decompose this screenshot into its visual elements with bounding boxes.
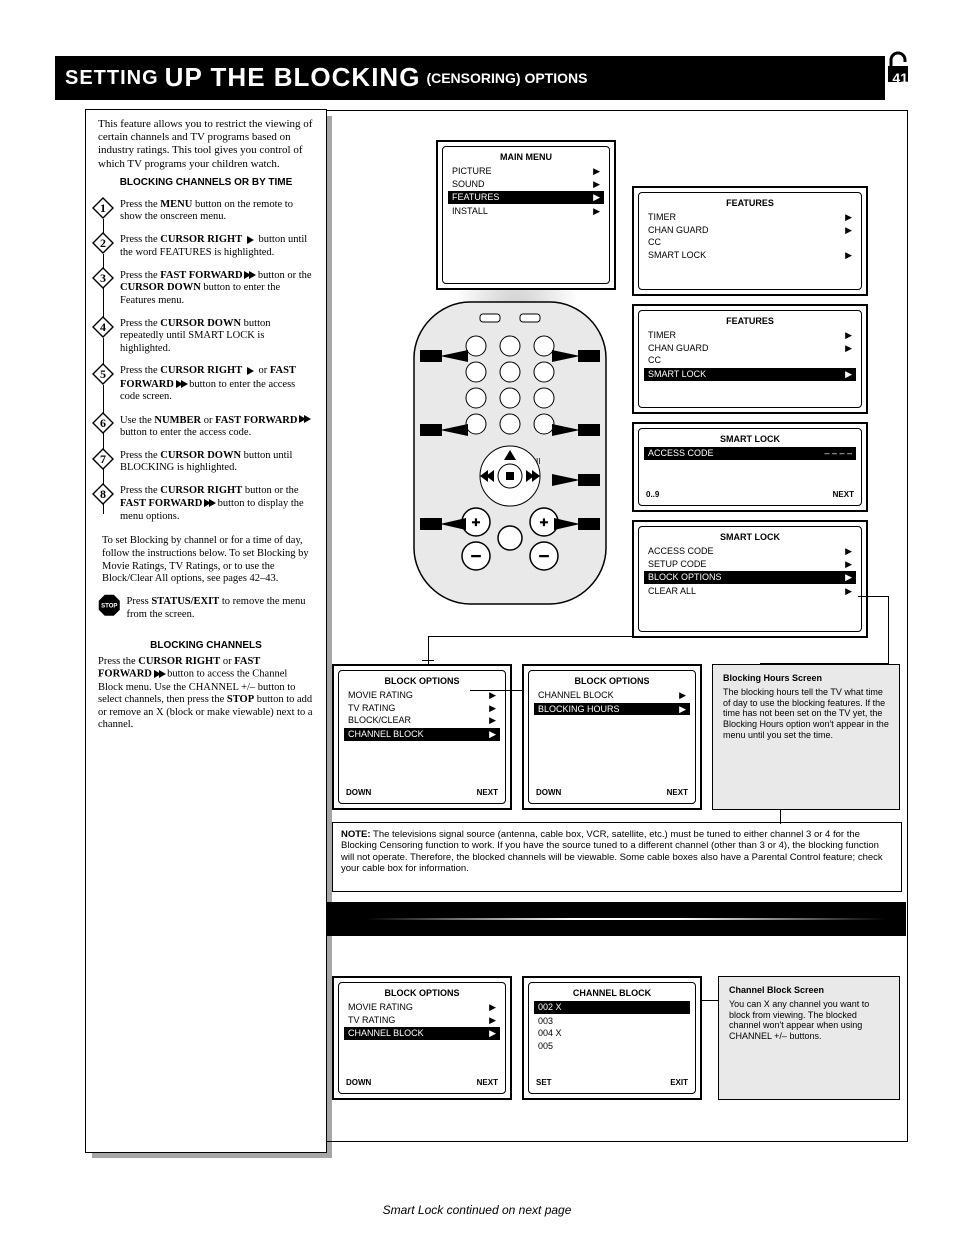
intro-text: This feature allows you to restrict the … — [98, 118, 314, 171]
screen-features-1: FEATURESTIMER▶CHAN GUARD▶CCSMART LOCK▶ — [632, 186, 868, 296]
svg-text:II: II — [536, 457, 540, 466]
connector-line — [702, 1000, 718, 1001]
connector-arrowhead — [422, 660, 434, 661]
steps-list: 1Press the MENU button on the remote to … — [120, 199, 314, 524]
title-large: UP THE BLOCKING — [165, 62, 421, 93]
connector-line — [760, 663, 888, 664]
step-1: 1Press the MENU button on the remote to … — [120, 199, 314, 224]
step-diamond: 7 — [92, 448, 114, 470]
stop-icon: STOP — [98, 594, 121, 624]
page-number: 41 — [892, 70, 908, 87]
title-bar: SETTING UP THE BLOCKING (CENSORING) OPTI… — [55, 56, 885, 100]
channel-block-body: Press the CURSOR RIGHT or FAST FORWARD b… — [98, 656, 314, 732]
connector-line — [888, 596, 889, 664]
connector-line — [858, 596, 888, 597]
svg-text:–: – — [471, 547, 481, 564]
screen-channel-block: CHANNEL BLOCK002 X003004 X005SETEXIT — [522, 976, 702, 1100]
connector-line — [428, 636, 429, 666]
title-sub: (CENSORING) OPTIONS — [426, 70, 587, 87]
channel-block-panel-title: Channel Block Screen — [729, 985, 889, 996]
channel-block-panel-body: You can X any channel you want to block … — [729, 999, 889, 1042]
remote-control-illustration: II + + – – — [410, 300, 610, 610]
step-diamond: 8 — [92, 483, 114, 505]
blocking-hours-body: The blocking hours tell the TV what time… — [723, 687, 889, 741]
title-small: SETTING — [65, 66, 159, 90]
instructions-column: This feature allows you to restrict the … — [86, 110, 326, 1152]
connector-line — [428, 636, 728, 637]
note-box: NOTE: The televisions signal source (ant… — [332, 822, 902, 892]
svg-text:–: – — [539, 547, 549, 564]
screen-access-code: SMART LOCKACCESS CODE– – – –0..9NEXT — [632, 422, 868, 512]
step-diamond: 2 — [92, 232, 114, 254]
step-5: 5Press the CURSOR RIGHT or FAST FORWARD … — [120, 365, 314, 403]
footer: Smart Lock continued on next page — [0, 1203, 954, 1217]
screen-block-options-bottom: BLOCK OPTIONS MOVIE RATING▶ TV RATING▶ C… — [332, 976, 512, 1100]
separator-bar — [326, 902, 906, 936]
step-6: 6Use the NUMBER or FAST FORWARD button t… — [120, 414, 314, 440]
step-7: 7Press the CURSOR DOWN button until BLOC… — [120, 450, 314, 475]
screen-main-menu: MAIN MENUPICTURE▶SOUND▶FEATURES▶INSTALL▶ — [436, 140, 616, 290]
step-3: 3Press the FAST FORWARD button or the CU… — [120, 269, 314, 307]
screen-block-options-g: BLOCK OPTIONSCHANNEL BLOCK▶BLOCKING HOUR… — [522, 664, 702, 810]
svg-text:+: + — [540, 516, 548, 531]
blocking-hours-panel: Blocking Hours Screen The blocking hours… — [712, 664, 900, 810]
screen-block-options-f: BLOCK OPTIONSMOVIE RATING▶TV RATING▶BLOC… — [332, 664, 512, 810]
stop-caption: Press STATUS/EXIT to remove the menu fro… — [127, 596, 314, 621]
svg-text:STOP: STOP — [101, 603, 117, 609]
step-diamond: 6 — [92, 412, 114, 434]
lower-text: To set Blocking by channel or for a time… — [102, 535, 314, 585]
step-8: 8Press the CURSOR RIGHT button or the FA… — [120, 485, 314, 523]
step-diamond: 1 — [92, 197, 114, 219]
step-diamond: 4 — [92, 316, 114, 338]
section2-heading: BLOCKING CHANNELS — [98, 640, 314, 652]
svg-text:+: + — [472, 516, 480, 531]
step-4: 4Press the CURSOR DOWN button repeatedly… — [120, 318, 314, 356]
connector-line — [470, 690, 522, 691]
screen-features-2: FEATURESTIMER▶CHAN GUARD▶CCSMART LOCK▶ — [632, 304, 868, 414]
channel-block-panel: Channel Block Screen You can X any chann… — [718, 976, 900, 1100]
section1-heading: BLOCKING CHANNELS OR BY TIME — [98, 177, 314, 189]
screen-smartlock: SMART LOCKACCESS CODE▶SETUP CODE▶BLOCK O… — [632, 520, 868, 638]
step-diamond: 5 — [92, 363, 114, 385]
step-2: 2Press the CURSOR RIGHT button until the… — [120, 234, 314, 259]
blocking-hours-title: Blocking Hours Screen — [723, 673, 889, 684]
step-diamond: 3 — [92, 267, 114, 289]
